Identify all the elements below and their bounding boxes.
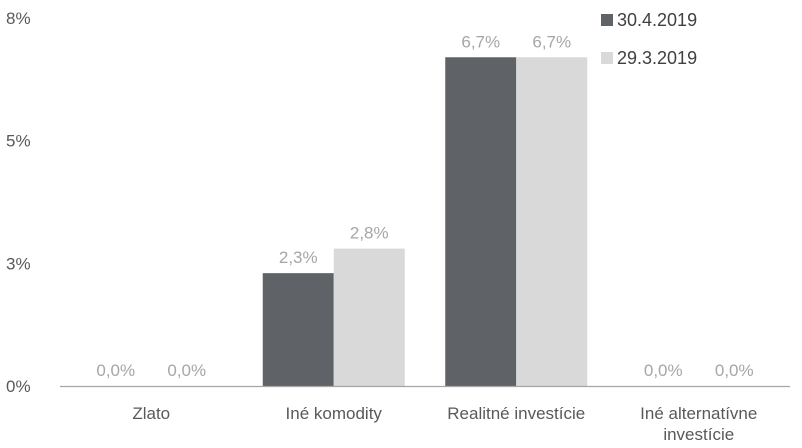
data-label-2-series-0: 6,7%: [461, 32, 500, 51]
bars: [262, 57, 588, 387]
category-label-2: Realitné investície: [447, 404, 585, 423]
y-tick-label-0: 0%: [6, 377, 31, 396]
y-tick-label-3: 8%: [6, 9, 31, 28]
y-axis-tick-labels: 0% 3% 5% 8%: [6, 9, 31, 396]
y-tick-label-1: 3%: [6, 254, 31, 273]
x-axis-category-labels: Zlato Iné komodity Realitné investície Iné …: [132, 404, 757, 444]
category-label-3: Iné alternatívne investície: [640, 404, 757, 444]
data-label-2-series-1: 6,7%: [532, 32, 571, 51]
bar-2-series-0: [445, 57, 517, 387]
bar-1-series-0: [262, 273, 334, 386]
bar-2-series-1: [516, 57, 588, 387]
legend-swatch-1: [601, 52, 613, 64]
legend-swatch-0: [601, 14, 613, 26]
legend: 30.4.2019 29.3.2019: [601, 10, 697, 68]
category-label-1: Iné komodity: [286, 404, 383, 423]
bar-1-series-1: [333, 248, 405, 386]
data-labels: 0,0% 0,0% 2,3% 2,8% 6,7% 6,7% 0,0% 0,0%: [96, 32, 753, 380]
data-label-3-series-0: 0,0%: [644, 361, 683, 380]
data-label-1-series-1: 2,8%: [350, 224, 389, 243]
data-label-0-series-0: 0,0%: [96, 361, 135, 380]
data-label-1-series-0: 2,3%: [279, 248, 318, 267]
data-label-0-series-1: 0,0%: [167, 361, 206, 380]
legend-label-0: 30.4.2019: [617, 10, 697, 30]
legend-label-1: 29.3.2019: [617, 48, 697, 68]
y-tick-label-2: 5%: [6, 132, 31, 151]
category-label-0: Zlato: [132, 404, 170, 423]
data-label-3-series-1: 0,0%: [715, 361, 754, 380]
